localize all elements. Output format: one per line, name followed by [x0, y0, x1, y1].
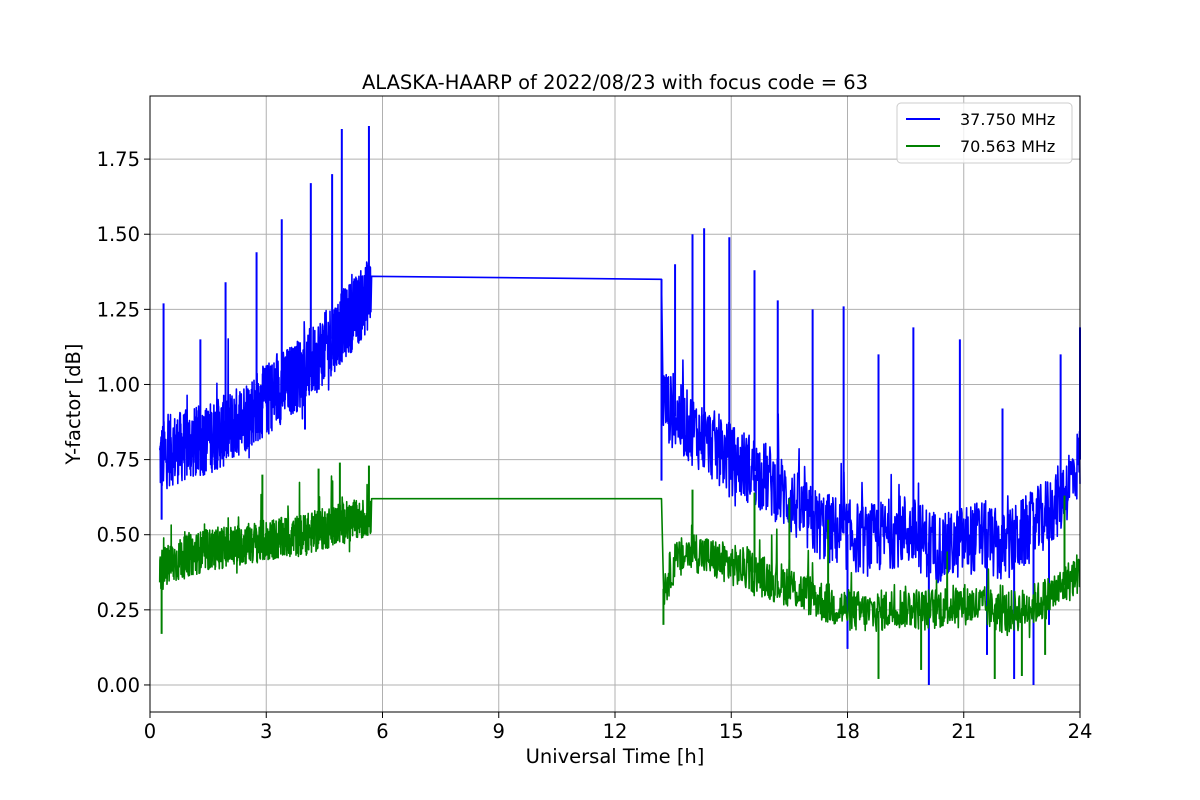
y-tick-label: 0.00 — [97, 674, 140, 697]
x-axis: 0 3 6 9 12 15 18 21 24 — [144, 712, 1093, 743]
y-tick-label: 1.25 — [97, 298, 140, 321]
x-tick-label: 24 — [1068, 720, 1093, 743]
series-line — [158, 475, 1081, 639]
series-1 — [158, 462, 1081, 679]
y-tick-label: 1.75 — [97, 148, 140, 171]
series-layer — [158, 126, 1081, 685]
x-tick-label: 21 — [951, 720, 976, 743]
x-axis-label: Universal Time [h] — [526, 745, 705, 768]
x-tick-label: 6 — [376, 720, 388, 743]
y-tick-label: 1.00 — [97, 373, 140, 396]
x-tick-label: 0 — [144, 720, 156, 743]
y-tick-label: 1.50 — [97, 223, 140, 246]
legend-label-37750: 37.750 MHz — [960, 110, 1055, 129]
series-line — [158, 261, 1081, 584]
chart-title: ALASKA-HAARP of 2022/08/23 with focus co… — [362, 71, 868, 94]
legend-label-70563: 70.563 MHz — [960, 137, 1055, 156]
legend-box — [896, 102, 1073, 164]
y-tick-label: 0.25 — [97, 599, 140, 622]
legend: 37.750 MHz 70.563 MHz — [896, 102, 1073, 164]
y-tick-label: 0.75 — [97, 449, 140, 472]
y-axis-label: Y-factor [dB] — [62, 344, 85, 466]
x-tick-label: 15 — [719, 720, 744, 743]
y-axis: 0.00 0.25 0.50 0.75 1.00 1.25 1.50 1.75 — [97, 148, 150, 697]
y-tick-label: 0.50 — [97, 524, 140, 547]
x-tick-label: 9 — [493, 720, 505, 743]
x-tick-label: 3 — [260, 720, 272, 743]
x-tick-label: 18 — [835, 720, 860, 743]
x-tick-label: 12 — [603, 720, 628, 743]
